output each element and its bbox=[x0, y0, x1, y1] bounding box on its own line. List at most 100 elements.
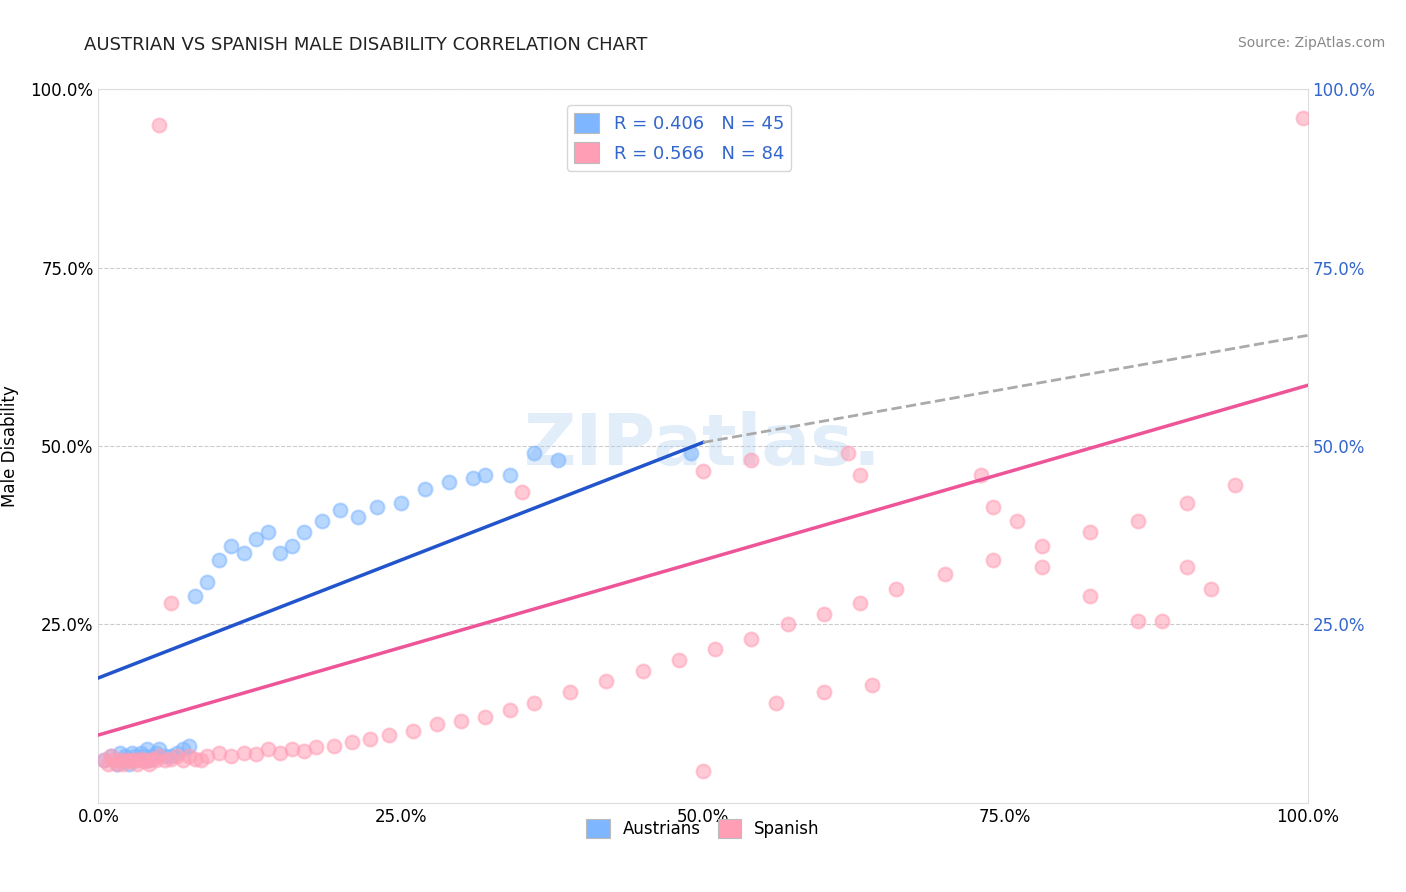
Point bbox=[100, 749, 122, 764]
Point bbox=[837, 446, 859, 460]
Point bbox=[221, 749, 243, 764]
Point bbox=[142, 749, 165, 764]
Point bbox=[124, 753, 146, 767]
Point bbox=[523, 696, 546, 710]
Point bbox=[813, 607, 835, 621]
Point bbox=[111, 753, 134, 767]
Point bbox=[426, 717, 449, 731]
Point bbox=[195, 574, 218, 589]
Point bbox=[510, 485, 533, 500]
Point bbox=[886, 582, 908, 596]
Point bbox=[934, 567, 956, 582]
Text: AUSTRIAN VS SPANISH MALE DISABILITY CORRELATION CHART: AUSTRIAN VS SPANISH MALE DISABILITY CORR… bbox=[84, 36, 648, 54]
Point bbox=[184, 589, 207, 603]
Point bbox=[114, 753, 136, 767]
Point bbox=[121, 753, 143, 767]
Point bbox=[342, 735, 364, 749]
Point bbox=[118, 756, 141, 771]
Point bbox=[190, 753, 212, 767]
Point bbox=[1175, 560, 1198, 574]
Point bbox=[1128, 614, 1150, 628]
Point bbox=[179, 739, 201, 753]
Point bbox=[114, 749, 136, 764]
Point bbox=[981, 553, 1004, 567]
Point bbox=[1031, 539, 1053, 553]
Point bbox=[232, 546, 254, 560]
Point bbox=[704, 642, 727, 657]
Point bbox=[692, 764, 714, 778]
Point bbox=[101, 753, 124, 767]
Point bbox=[970, 467, 993, 482]
Point bbox=[558, 685, 581, 699]
Point bbox=[305, 740, 328, 755]
Point bbox=[138, 753, 160, 767]
Point bbox=[93, 753, 115, 767]
Point bbox=[134, 755, 156, 769]
Text: ZIPatlas.: ZIPatlas. bbox=[524, 411, 882, 481]
Point bbox=[1007, 514, 1029, 528]
Point bbox=[402, 724, 425, 739]
Point bbox=[135, 753, 157, 767]
Point bbox=[740, 453, 762, 467]
Point bbox=[849, 467, 872, 482]
Point bbox=[172, 753, 194, 767]
Point bbox=[172, 742, 194, 756]
Point bbox=[311, 514, 333, 528]
Point bbox=[111, 756, 134, 771]
Point bbox=[679, 446, 702, 460]
Point bbox=[129, 746, 152, 760]
Point bbox=[256, 524, 278, 539]
Point bbox=[776, 617, 799, 632]
Point bbox=[208, 553, 231, 567]
Point bbox=[463, 471, 485, 485]
Point bbox=[93, 753, 115, 767]
Point bbox=[323, 739, 346, 753]
Point bbox=[148, 749, 170, 764]
Point bbox=[145, 746, 167, 760]
Point bbox=[1078, 589, 1101, 603]
Point bbox=[160, 751, 183, 765]
Point bbox=[108, 746, 131, 760]
Point bbox=[124, 749, 146, 764]
Point bbox=[498, 703, 520, 717]
Point bbox=[1292, 111, 1315, 125]
Point bbox=[134, 749, 156, 764]
Point bbox=[631, 664, 654, 678]
Point bbox=[135, 742, 157, 756]
Point bbox=[547, 453, 569, 467]
Point bbox=[474, 467, 496, 482]
Point bbox=[292, 744, 315, 758]
Point bbox=[413, 482, 436, 496]
Point bbox=[148, 118, 170, 132]
Point bbox=[166, 746, 188, 760]
Point bbox=[121, 746, 143, 760]
Point bbox=[1078, 524, 1101, 539]
Point bbox=[148, 742, 170, 756]
Point bbox=[1199, 582, 1222, 596]
Point bbox=[740, 632, 762, 646]
Point bbox=[281, 539, 304, 553]
Text: Source: ZipAtlas.com: Source: ZipAtlas.com bbox=[1237, 36, 1385, 50]
Point bbox=[127, 756, 149, 771]
Point bbox=[1223, 478, 1246, 492]
Point bbox=[153, 749, 176, 764]
Point bbox=[366, 500, 388, 514]
Point bbox=[692, 464, 714, 478]
Point bbox=[160, 596, 183, 610]
Point bbox=[269, 746, 291, 760]
Point bbox=[523, 446, 546, 460]
Point bbox=[329, 503, 352, 517]
Point bbox=[360, 731, 382, 746]
Legend: Austrians, Spanish: Austrians, Spanish bbox=[579, 812, 827, 845]
Point bbox=[179, 749, 201, 764]
Point bbox=[269, 546, 291, 560]
Point bbox=[118, 755, 141, 769]
Point bbox=[153, 753, 176, 767]
Point bbox=[981, 500, 1004, 514]
Point bbox=[498, 467, 520, 482]
Point bbox=[105, 756, 128, 771]
Point bbox=[184, 751, 207, 765]
Point bbox=[256, 742, 278, 756]
Point bbox=[232, 746, 254, 760]
Point bbox=[145, 753, 167, 767]
